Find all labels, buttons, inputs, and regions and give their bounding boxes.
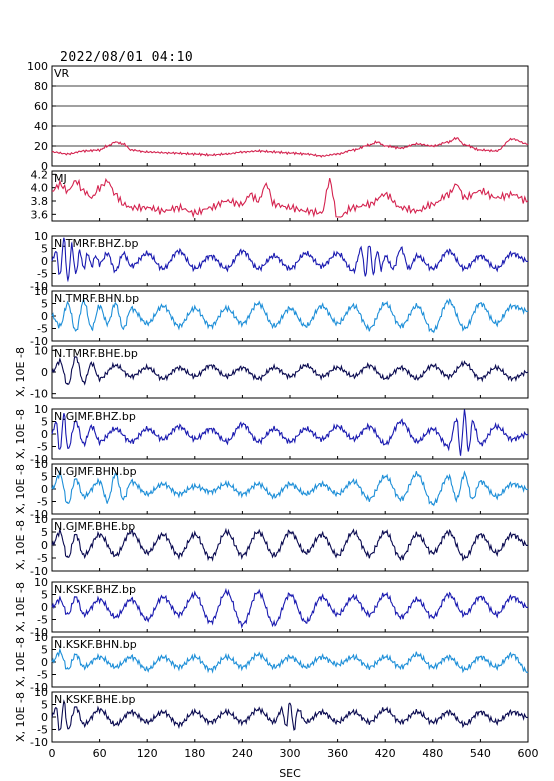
x-tick-label: 540 [470,747,491,760]
series-line [51,237,529,283]
y-tick-label: 4.0 [31,182,49,195]
y-tick-label: -10 [30,736,48,749]
x-tick-label: 120 [137,747,158,760]
y-tick-label: -10 [30,626,48,639]
y-tick-label: 0 [41,601,48,614]
y-tick-label: -5 [37,669,48,682]
y-axis-label: X, 10E -8 [14,347,27,397]
panel-label: N.GJMF.BHZ.bp [54,410,136,423]
y-tick-label: -5 [37,552,48,565]
y-tick-label: 10 [34,285,48,298]
series-line [51,699,529,731]
y-tick-label: 0 [41,160,48,173]
panel-label: N.GJMF.BHN.bp [54,465,137,478]
y-tick-label: 5 [41,416,48,429]
y-tick-label: 10 [34,230,48,243]
panel-label: MJ [54,172,67,185]
panel-label: N.KSKF.BHE.bp [54,693,135,706]
panel-label: VR [54,67,70,80]
x-tick-label: 180 [184,747,205,760]
y-tick-label: 3.6 [31,208,49,221]
panel-label: N.KSKF.BHZ.bp [54,583,136,596]
y-tick-label: -5 [37,496,48,509]
y-axis-label: X, 10E -8 [14,464,27,514]
x-tick-label: 360 [327,747,348,760]
panel-frame [51,170,529,222]
y-tick-label: -5 [37,323,48,336]
chart-timestamp: 2022/08/01 04:10 [60,50,194,65]
panel-frame [51,65,529,167]
panel-label: N.KSKF.BHN.bp [54,638,137,651]
y-tick-label: 10 [34,513,48,526]
y-tick-label: 0 [41,310,48,323]
y-tick-label: -10 [30,280,48,293]
y-tick-label: 60 [34,100,48,113]
x-tick-label: 240 [232,747,253,760]
series-line [51,527,529,562]
y-axis-label: X, 10E -8 [14,409,27,459]
y-tick-label: 3.8 [31,195,49,208]
y-tick-label: 5 [41,243,48,256]
y-tick-label: -5 [37,724,48,737]
panel-label: N.TMRF.BHN.bp [54,292,139,305]
y-tick-label: 0 [41,483,48,496]
series-line [51,177,529,219]
y-tick-label: 0 [41,366,48,379]
series-line [51,409,529,457]
y-tick-label: -5 [37,441,48,454]
y-tick-label: -5 [37,614,48,627]
y-axis-label: X, 10E -8 [14,582,27,632]
y-tick-label: -10 [30,681,48,694]
y-tick-label: 40 [34,120,48,133]
y-axis-label: X, 10E -8 [14,520,27,570]
y-tick-label: 5 [41,298,48,311]
y-axis-label: X, 10E -8 [14,637,27,687]
y-tick-label: 5 [41,471,48,484]
panel-label: N.TMRF.BHZ.bp [54,237,138,250]
series-line [51,297,529,334]
y-tick-label: -10 [30,453,48,466]
x-tick-label: 60 [93,747,107,760]
y-tick-label: 10 [34,344,48,357]
y-tick-label: -5 [37,268,48,281]
y-tick-label: 4.2 [31,168,49,181]
panel-label: N.TMRF.BHE.bp [54,347,138,360]
panel-label: N.GJMF.BHE.bp [54,520,135,533]
y-tick-label: 10 [34,403,48,416]
y-axis-label: X, 10E -8 [14,692,27,742]
x-axis-label: SEC [279,767,301,780]
series-line [51,356,529,386]
series-line [51,647,529,674]
x-tick-label: 420 [375,747,396,760]
y-tick-label: -10 [30,388,48,401]
y-tick-label: -10 [30,508,48,521]
x-tick-label: 480 [422,747,443,760]
y-tick-label: 5 [41,699,48,712]
y-tick-label: 80 [34,80,48,93]
y-tick-label: -10 [30,565,48,578]
y-tick-label: 0 [41,656,48,669]
y-tick-label: 20 [34,140,48,153]
series-line [51,469,529,507]
y-tick-label: 10 [34,576,48,589]
y-tick-label: 5 [41,526,48,539]
y-tick-label: 5 [41,589,48,602]
y-tick-label: 0 [41,428,48,441]
x-tick-label: 300 [280,747,301,760]
y-tick-label: 0 [41,539,48,552]
y-tick-label: 0 [41,255,48,268]
x-tick-label: 600 [518,747,539,760]
y-tick-label: 100 [27,60,48,73]
y-tick-label: 10 [34,686,48,699]
y-tick-label: 10 [34,458,48,471]
y-tick-label: 0 [41,711,48,724]
series-line [51,587,529,629]
x-tick-label: 0 [49,747,56,760]
y-tick-label: 10 [34,631,48,644]
y-tick-label: -10 [30,335,48,348]
y-tick-label: 5 [41,644,48,657]
series-line [51,136,529,158]
